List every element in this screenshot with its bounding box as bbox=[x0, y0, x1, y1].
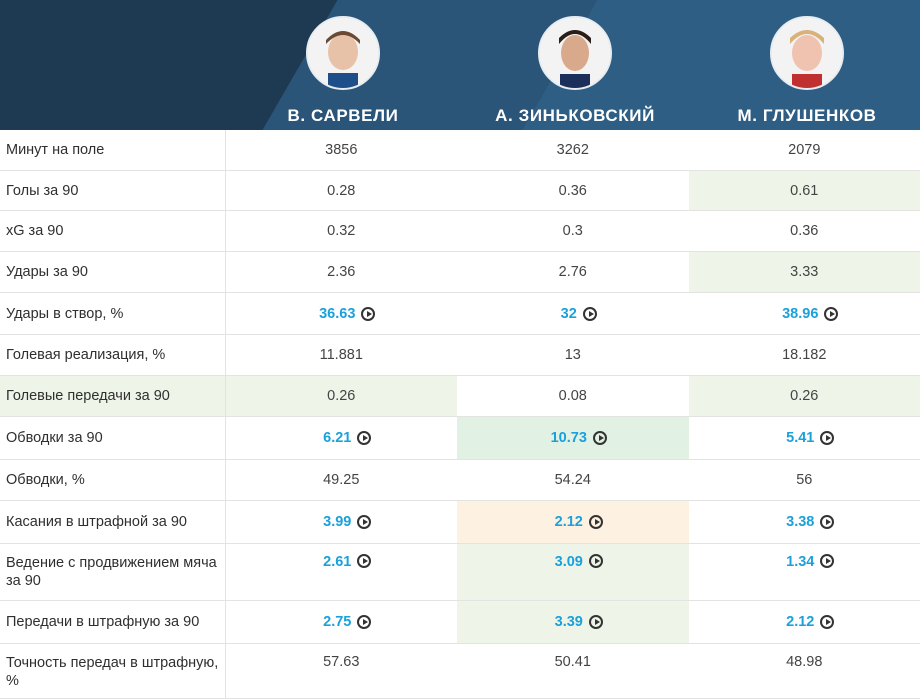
table-row: Обводки за 90 6.21 10.73 5.41 bbox=[0, 417, 920, 460]
stat-cell: 56 bbox=[689, 460, 920, 500]
row-label: Удары в створ, % bbox=[0, 293, 226, 334]
stat-cell: 54.24 bbox=[457, 460, 689, 500]
play-circle-icon[interactable] bbox=[357, 515, 371, 529]
stat-cell: 0.36 bbox=[689, 211, 920, 251]
row-label: Ведение с продвижением мяча за 90 bbox=[0, 544, 226, 600]
stat-cell: 3.33 bbox=[689, 252, 920, 292]
table-row: Ведение с продвижением мяча за 90 2.61 3… bbox=[0, 544, 920, 601]
stat-cell: 0.26 bbox=[226, 376, 458, 416]
play-circle-icon[interactable] bbox=[824, 307, 838, 321]
table-row: Точность передач в штрафную, % 57.63 50.… bbox=[0, 644, 920, 699]
play-circle-icon[interactable] bbox=[593, 431, 607, 445]
play-circle-icon[interactable] bbox=[820, 431, 834, 445]
player-column-2: А. ЗИНЬКОВСКИЙ bbox=[460, 16, 690, 126]
stat-cell-link[interactable]: 10.73 bbox=[457, 417, 689, 459]
play-circle-icon[interactable] bbox=[589, 554, 603, 568]
stat-cell-link[interactable]: 2.75 bbox=[226, 601, 458, 643]
row-label: Обводки, % bbox=[0, 460, 226, 500]
play-circle-icon[interactable] bbox=[357, 431, 371, 445]
stat-cell-link[interactable]: 1.34 bbox=[689, 544, 920, 600]
row-label: Касания в штрафной за 90 bbox=[0, 501, 226, 543]
stat-cell-link[interactable]: 38.96 bbox=[689, 293, 920, 334]
stat-cell: 49.25 bbox=[226, 460, 458, 500]
stat-cell-link[interactable]: 3.09 bbox=[457, 544, 689, 600]
player-name[interactable]: М. ГЛУШЕНКОВ bbox=[692, 106, 920, 126]
row-label: xG за 90 bbox=[0, 211, 226, 251]
player-name[interactable]: В. САРВЕЛИ bbox=[228, 106, 458, 126]
table-row: Голевая реализация, % 11.881 13 18.182 bbox=[0, 335, 920, 376]
stat-cell: 0.26 bbox=[689, 376, 920, 416]
row-label: Точность передач в штрафную, % bbox=[0, 644, 226, 698]
stat-cell-link[interactable]: 36.63 bbox=[226, 293, 458, 334]
stat-cell: 2.76 bbox=[457, 252, 689, 292]
stat-cell: 50.41 bbox=[457, 644, 689, 698]
play-circle-icon[interactable] bbox=[357, 554, 371, 568]
stat-cell-link[interactable]: 3.39 bbox=[457, 601, 689, 643]
play-circle-icon[interactable] bbox=[589, 515, 603, 529]
play-circle-icon[interactable] bbox=[589, 615, 603, 629]
stat-cell: 13 bbox=[457, 335, 689, 375]
row-label: Минут на поле bbox=[0, 130, 226, 170]
row-label: Передачи в штрафную за 90 bbox=[0, 601, 226, 643]
table-row: Касания в штрафной за 90 3.99 2.12 3.38 bbox=[0, 501, 920, 544]
stat-cell-link[interactable]: 2.12 bbox=[689, 601, 920, 643]
play-circle-icon[interactable] bbox=[820, 515, 834, 529]
stat-cell-link[interactable]: 2.12 bbox=[457, 501, 689, 543]
player-avatar[interactable] bbox=[538, 16, 612, 90]
player-column-3: М. ГЛУШЕНКОВ bbox=[692, 16, 920, 126]
stat-cell: 0.3 bbox=[457, 211, 689, 251]
stat-cell: 0.36 bbox=[457, 171, 689, 210]
play-circle-icon[interactable] bbox=[820, 554, 834, 568]
player-column-1: В. САРВЕЛИ bbox=[228, 16, 458, 126]
table-row: Голевые передачи за 90 0.26 0.08 0.26 bbox=[0, 376, 920, 417]
stat-cell: 3262 bbox=[457, 130, 689, 170]
play-circle-icon[interactable] bbox=[361, 307, 375, 321]
table-row: Передачи в штрафную за 90 2.75 3.39 2.12 bbox=[0, 601, 920, 644]
player-avatar[interactable] bbox=[306, 16, 380, 90]
stat-cell: 2.36 bbox=[226, 252, 458, 292]
stat-cell-link[interactable]: 3.99 bbox=[226, 501, 458, 543]
stat-cell: 2079 bbox=[689, 130, 920, 170]
table-row: Обводки, % 49.25 54.24 56 bbox=[0, 460, 920, 501]
stat-cell-link[interactable]: 6.21 bbox=[226, 417, 458, 459]
stat-cell: 0.28 bbox=[226, 171, 458, 210]
stat-cell: 0.08 bbox=[457, 376, 689, 416]
stat-cell: 3856 bbox=[226, 130, 458, 170]
play-circle-icon[interactable] bbox=[820, 615, 834, 629]
row-label: Голы за 90 bbox=[0, 171, 226, 210]
stat-cell: 57.63 bbox=[226, 644, 458, 698]
play-circle-icon[interactable] bbox=[357, 615, 371, 629]
players-header: В. САРВЕЛИ А. ЗИНЬКОВСКИЙ bbox=[0, 0, 920, 130]
player-name[interactable]: А. ЗИНЬКОВСКИЙ bbox=[460, 106, 690, 126]
player-avatar[interactable] bbox=[770, 16, 844, 90]
stat-cell: 0.32 bbox=[226, 211, 458, 251]
table-row: Удары за 90 2.36 2.76 3.33 bbox=[0, 252, 920, 293]
stats-table: Минут на поле 3856 3262 2079 Голы за 90 … bbox=[0, 130, 920, 699]
play-circle-icon[interactable] bbox=[583, 307, 597, 321]
stat-cell-link[interactable]: 5.41 bbox=[689, 417, 920, 459]
row-label: Удары за 90 bbox=[0, 252, 226, 292]
row-label: Обводки за 90 bbox=[0, 417, 226, 459]
table-row: Голы за 90 0.28 0.36 0.61 bbox=[0, 171, 920, 211]
row-label: Голевая реализация, % bbox=[0, 335, 226, 375]
table-row: Минут на поле 3856 3262 2079 bbox=[0, 130, 920, 171]
row-label: Голевые передачи за 90 bbox=[0, 376, 226, 416]
stat-cell-link[interactable]: 2.61 bbox=[226, 544, 458, 600]
stat-cell: 11.881 bbox=[226, 335, 458, 375]
stat-cell: 18.182 bbox=[689, 335, 920, 375]
table-row: xG за 90 0.32 0.3 0.36 bbox=[0, 211, 920, 252]
stat-cell: 48.98 bbox=[689, 644, 920, 698]
table-row: Удары в створ, % 36.63 32 38.96 bbox=[0, 293, 920, 335]
stat-cell-link[interactable]: 32 bbox=[457, 293, 689, 334]
stat-cell: 0.61 bbox=[689, 171, 920, 210]
stat-cell-link[interactable]: 3.38 bbox=[689, 501, 920, 543]
